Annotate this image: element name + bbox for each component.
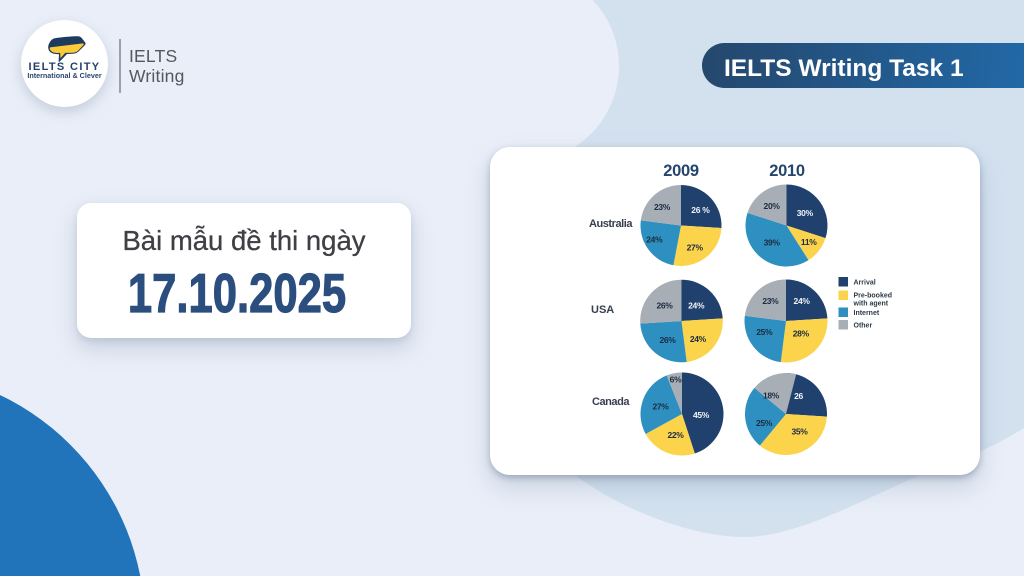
svg-text:45%: 45% [693,410,710,420]
svg-text:2009: 2009 [663,162,699,180]
svg-text:26%: 26% [656,301,673,311]
svg-text:24%: 24% [688,300,705,310]
svg-text:26 %: 26 % [691,205,710,215]
svg-text:20%: 20% [764,201,781,211]
svg-text:24%: 24% [690,334,707,344]
svg-text:30%: 30% [797,208,814,218]
svg-text:Internet: Internet [854,310,880,317]
svg-text:35%: 35% [791,426,808,436]
svg-text:6%: 6% [670,374,682,384]
svg-text:Australia: Australia [589,218,633,230]
svg-text:Other: Other [854,323,873,330]
svg-text:with agent: with agent [853,301,889,308]
svg-text:26: 26 [794,391,803,401]
svg-text:27%: 27% [652,401,669,411]
svg-text:27%: 27% [687,242,704,252]
svg-text:28%: 28% [793,329,810,339]
svg-text:Arrival: Arrival [854,280,876,287]
svg-text:22%: 22% [667,430,684,440]
svg-text:24%: 24% [646,234,663,244]
svg-text:Pre-booked: Pre-booked [854,293,893,300]
svg-text:25%: 25% [756,327,773,337]
svg-text:USA: USA [591,304,614,316]
svg-text:2010: 2010 [769,162,805,180]
svg-text:25%: 25% [756,418,773,428]
svg-text:23%: 23% [762,296,779,306]
svg-text:26%: 26% [659,335,676,345]
svg-text:11%: 11% [801,237,817,247]
svg-text:24%: 24% [794,296,811,306]
svg-text:18%: 18% [763,390,780,400]
svg-text:Canada: Canada [592,396,630,408]
svg-text:23%: 23% [654,202,671,212]
svg-text:39%: 39% [764,238,781,248]
